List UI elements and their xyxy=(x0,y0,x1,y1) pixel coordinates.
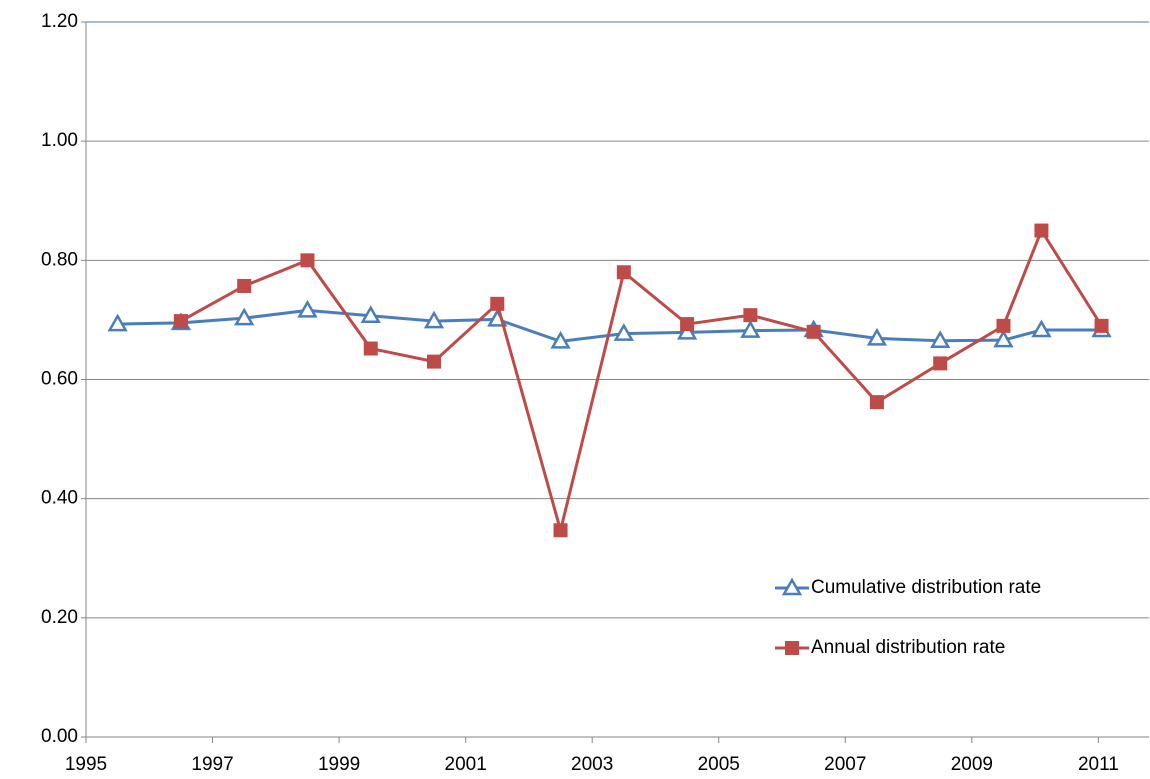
y-tick-label: 0.00 xyxy=(41,726,78,747)
legend-label: Annual distribution rate xyxy=(811,637,1005,658)
point xyxy=(743,308,758,323)
point xyxy=(297,299,318,318)
y-tick-label: 0.60 xyxy=(41,369,78,390)
legend-label: Cumulative distribution rate xyxy=(811,577,1041,598)
x-tick-label: 1999 xyxy=(318,754,360,775)
point xyxy=(676,321,698,340)
point xyxy=(423,310,445,329)
y-tick-label: 0.20 xyxy=(41,607,78,628)
point xyxy=(550,330,571,349)
point xyxy=(930,330,951,349)
point xyxy=(237,278,252,293)
point xyxy=(1034,223,1049,238)
legend-marker xyxy=(785,641,799,655)
x-tick-label: 1995 xyxy=(65,754,107,775)
point xyxy=(993,329,1014,348)
point xyxy=(360,305,381,323)
y-tick-label: 0.80 xyxy=(41,249,78,270)
point xyxy=(866,327,888,346)
x-tick-label: 2001 xyxy=(445,754,487,775)
x-tick-label: 2007 xyxy=(824,754,866,775)
point xyxy=(1031,319,1052,338)
point xyxy=(806,324,821,339)
point xyxy=(553,523,568,538)
series-line xyxy=(180,227,1103,537)
point xyxy=(680,317,695,332)
point xyxy=(869,395,884,410)
point xyxy=(363,341,378,356)
point xyxy=(616,265,631,280)
point xyxy=(490,296,505,311)
point xyxy=(1094,318,1109,333)
point xyxy=(300,253,315,268)
point xyxy=(933,356,948,371)
point xyxy=(613,323,634,341)
point xyxy=(740,320,761,338)
x-tick-label: 2011 xyxy=(1078,754,1119,775)
y-tick-label: 1.20 xyxy=(41,11,78,32)
point xyxy=(234,307,255,326)
x-tick-label: 2005 xyxy=(698,754,740,775)
point xyxy=(427,354,442,369)
x-tick-label: 1997 xyxy=(191,754,233,775)
legend-marker xyxy=(781,577,803,596)
point xyxy=(996,318,1011,333)
x-tick-label: 2009 xyxy=(951,754,993,775)
x-tick-label: 2003 xyxy=(571,754,613,775)
y-tick-label: 0.40 xyxy=(41,488,78,509)
point xyxy=(107,313,128,332)
point xyxy=(173,314,188,329)
y-tick-label: 1.00 xyxy=(41,130,78,151)
